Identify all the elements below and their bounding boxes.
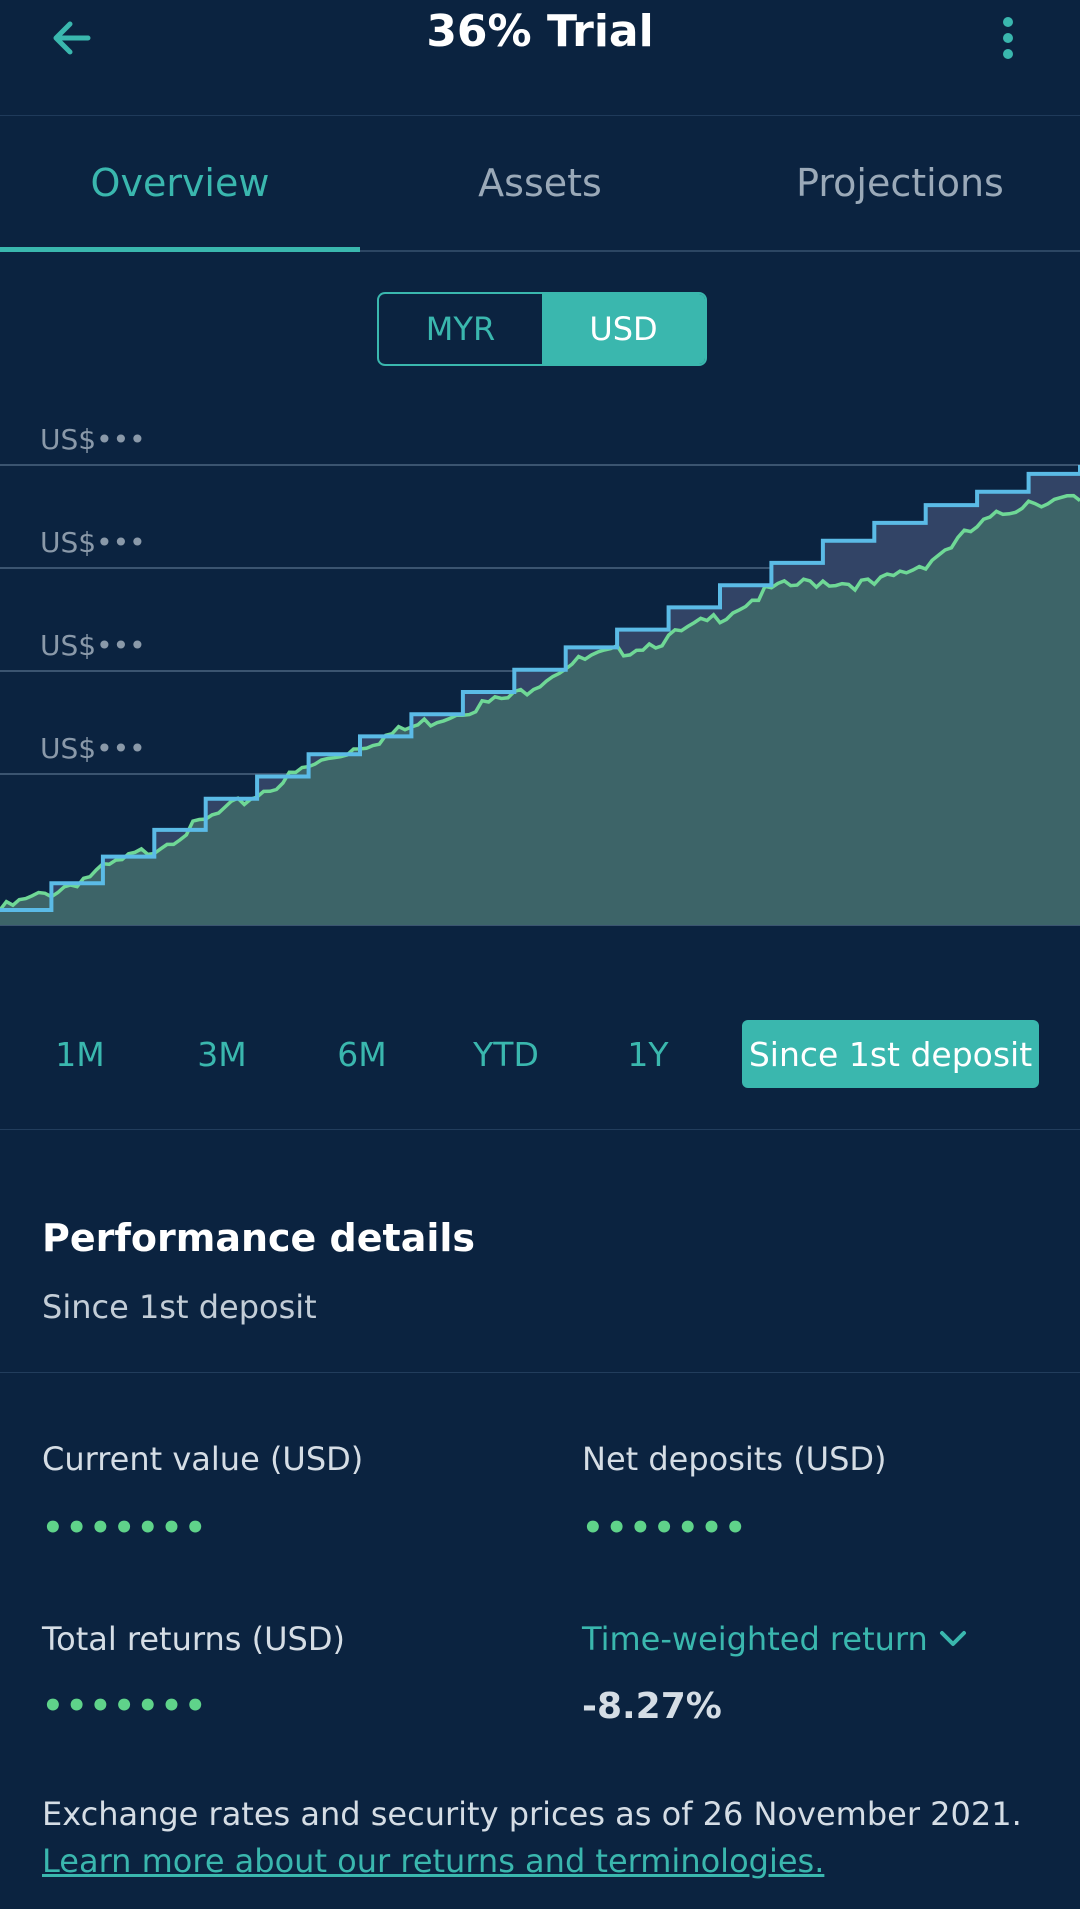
current-value-label: Current value (USD)	[42, 1440, 364, 1478]
divider	[0, 1129, 1080, 1130]
net-deposits-label: Net deposits (USD)	[582, 1440, 887, 1478]
tab-overview[interactable]: Overview	[0, 116, 360, 252]
portfolio-value-area	[0, 495, 1080, 925]
range-ytd[interactable]: YTD	[473, 1034, 539, 1074]
range-since-first-deposit[interactable]: Since 1st deposit	[742, 1020, 1039, 1088]
time-weighted-return-label: Time-weighted return	[582, 1620, 928, 1658]
currency-myr-button[interactable]: MYR	[425, 310, 496, 348]
range-3m[interactable]: 3M	[197, 1034, 247, 1074]
tab-projections[interactable]: Projections	[796, 161, 1004, 205]
back-button[interactable]	[44, 10, 100, 66]
y-tick-label: US$•••	[40, 629, 146, 662]
portfolio-value-line	[0, 493, 1080, 912]
y-tick-label: US$•••	[40, 526, 146, 559]
range-6m[interactable]: 6M	[337, 1034, 387, 1074]
y-tick-label: US$•••	[40, 732, 146, 765]
divider	[0, 1372, 1080, 1373]
total-returns-value: •••••••	[42, 1686, 209, 1726]
arrow-left-icon	[53, 21, 91, 55]
total-returns-label: Total returns (USD)	[42, 1620, 345, 1658]
more-vertical-icon	[1003, 17, 1013, 59]
tab-bar: Overview Assets Projections	[0, 116, 1080, 252]
time-range-selector: 1M 3M 6M YTD 1Y Since 1st deposit	[0, 1020, 1080, 1092]
net-deposits-line	[0, 465, 1080, 912]
current-value: •••••••	[42, 1508, 209, 1548]
time-weighted-return-dropdown[interactable]: Time-weighted return	[582, 1620, 968, 1658]
range-1y[interactable]: 1Y	[627, 1034, 669, 1074]
page-title: 36% Trial	[426, 6, 654, 57]
tab-assets[interactable]: Assets	[478, 161, 602, 205]
performance-title: Performance details	[42, 1216, 476, 1260]
more-options-button[interactable]	[990, 10, 1026, 66]
learn-more-link[interactable]: Learn more about our returns and termino…	[42, 1842, 825, 1880]
currency-toggle: MYR USD	[377, 292, 707, 366]
currency-usd-button[interactable]: USD	[542, 294, 705, 364]
exchange-rate-note: Exchange rates and security prices as of…	[42, 1795, 1022, 1833]
y-tick-label: US$•••	[40, 423, 146, 456]
time-weighted-return-value: -8.27%	[582, 1686, 722, 1727]
performance-chart: US$•••US$•••US$•••US$••• Feb 2021Jul 202…	[0, 423, 1080, 926]
net-deposits-value: •••••••	[582, 1508, 749, 1548]
app-header: 36% Trial	[0, 0, 1080, 116]
performance-subtitle: Since 1st deposit	[42, 1288, 317, 1326]
range-1m[interactable]: 1M	[55, 1034, 105, 1074]
chevron-down-icon	[939, 1631, 966, 1646]
